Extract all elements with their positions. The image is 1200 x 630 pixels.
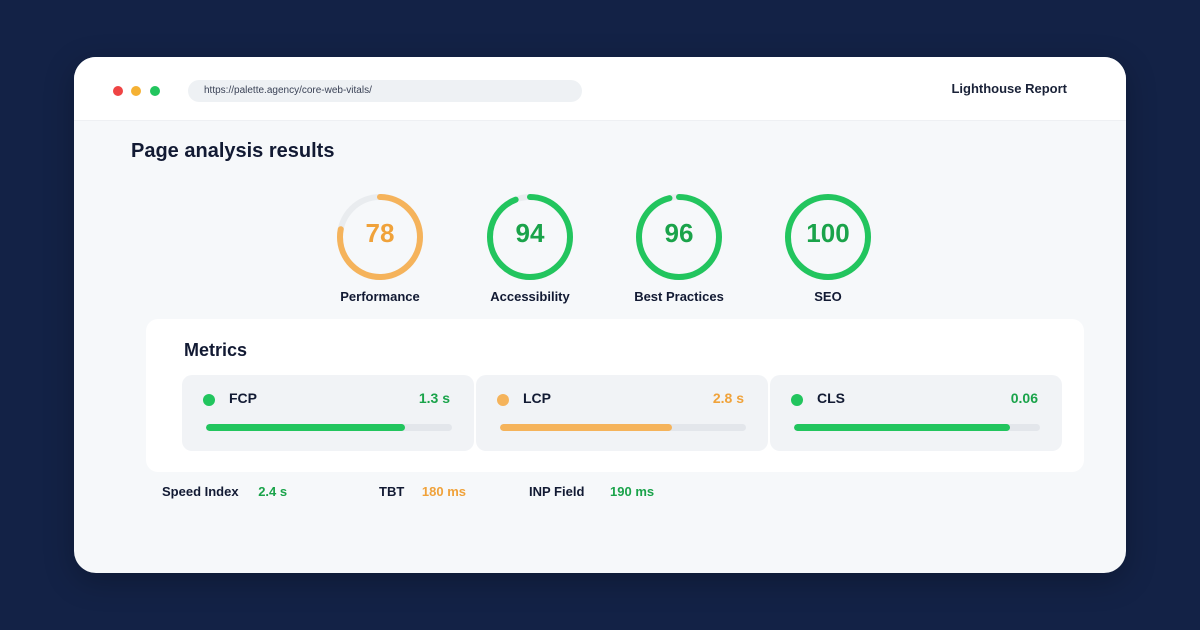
metric-progress-bar xyxy=(794,424,1040,431)
status-dot-icon xyxy=(791,394,803,406)
address-bar[interactable]: https://palette.agency/core-web-vitals/ xyxy=(188,80,582,102)
browser-window: https://palette.agency/core-web-vitals/ … xyxy=(74,57,1126,573)
score-value: 94 xyxy=(515,218,545,248)
metric-progress-fill xyxy=(500,424,673,431)
stat-value: 2.4 s xyxy=(258,484,288,499)
metric-card-fcp: FCP 1.3 s xyxy=(182,375,474,451)
metric-card-lcp: LCP 2.8 s xyxy=(476,375,768,451)
metrics-card: Metrics FCP 1.3 s LCP 2.8 s CLS 0.06 xyxy=(146,319,1084,472)
score-value: 100 xyxy=(806,218,850,248)
browser-titlebar: https://palette.agency/core-web-vitals/ … xyxy=(74,57,1126,121)
score-gauge-best-practices: 96 Best Practices xyxy=(614,192,744,312)
stat-label: Speed Index xyxy=(162,484,239,499)
score-label: Best Practices xyxy=(634,289,724,304)
gauge-ring xyxy=(337,194,423,280)
metric-name: LCP xyxy=(523,390,551,406)
score-label: Accessibility xyxy=(490,289,570,304)
minimize-window-dot-icon[interactable] xyxy=(131,86,141,96)
score-label: SEO xyxy=(814,289,842,304)
stat-speed-index: Speed Index 2.4 s xyxy=(162,484,287,499)
maximize-window-dot-icon[interactable] xyxy=(150,86,160,96)
score-gauge-accessibility: 94 Accessibility xyxy=(465,192,595,312)
gauge-ring xyxy=(487,194,573,280)
stat-value: 180 ms xyxy=(421,484,466,499)
metric-progress-bar xyxy=(206,424,452,431)
status-dot-icon xyxy=(497,394,509,406)
stat-label: TBT xyxy=(379,484,405,499)
metric-progress-bar xyxy=(500,424,746,431)
stat-value: 190 ms xyxy=(610,484,655,499)
metric-value: 1.3 s xyxy=(418,390,450,406)
stat-tbt: TBT 180 ms xyxy=(379,484,466,499)
metric-card-cls: CLS 0.06 xyxy=(770,375,1062,451)
metric-progress-fill xyxy=(206,424,406,431)
metric-progress-fill xyxy=(794,424,1011,431)
close-window-dot-icon[interactable] xyxy=(113,86,123,96)
metric-value: 2.8 s xyxy=(712,390,744,406)
status-dot-icon xyxy=(203,394,215,406)
gauge-ring xyxy=(785,194,871,280)
score-label: Performance xyxy=(340,289,420,304)
report-title: Lighthouse Report xyxy=(951,81,1067,96)
gauge-ring xyxy=(636,194,722,280)
metric-name: FCP xyxy=(229,390,257,406)
page-title: Page analysis results xyxy=(131,140,335,162)
metric-value: 0.06 xyxy=(1010,390,1038,406)
metric-name: CLS xyxy=(817,390,845,406)
score-value: 78 xyxy=(365,218,395,248)
score-value: 96 xyxy=(664,218,694,248)
stat-label: INP Field xyxy=(529,484,585,499)
metrics-title: Metrics xyxy=(184,340,248,360)
score-gauge-performance: 78 Performance xyxy=(315,192,445,312)
stat-inp-field: INP Field 190 ms xyxy=(529,484,654,499)
score-gauge-seo: 100 SEO xyxy=(763,192,893,312)
